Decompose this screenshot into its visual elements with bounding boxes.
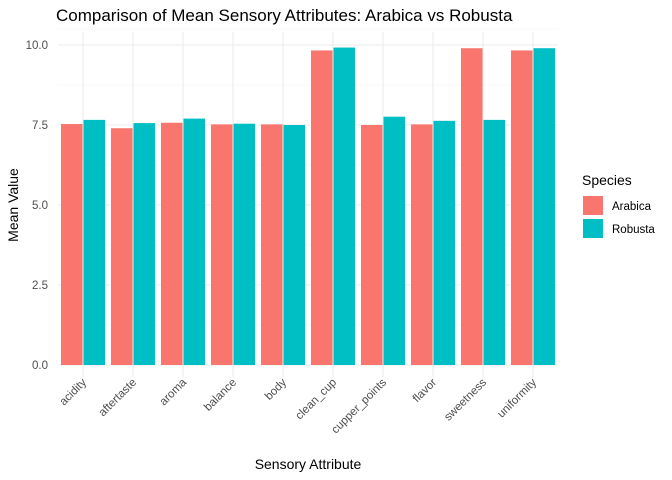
bar-arabica-clean_cup xyxy=(311,50,333,365)
bar-robusta-uniformity xyxy=(533,48,555,365)
bar-arabica-flavor xyxy=(411,124,433,365)
legend-label-robusta: Robusta xyxy=(612,224,655,236)
x-tick-label: uniformity xyxy=(495,376,539,420)
legend-key-arabica xyxy=(583,196,603,215)
bar-arabica-cupper_points xyxy=(361,125,383,365)
bar-arabica-sweetness xyxy=(461,48,483,365)
y-tick-label: 7.5 xyxy=(32,120,48,132)
bar-robusta-body xyxy=(283,125,305,365)
y-tick-label: 10.0 xyxy=(26,40,48,52)
bar-arabica-aroma xyxy=(161,122,183,365)
x-tick-label: body xyxy=(263,376,289,402)
y-tick-label: 5.0 xyxy=(32,200,48,212)
x-tick-label: aroma xyxy=(158,376,190,408)
bar-arabica-body xyxy=(261,124,283,365)
bar-robusta-acidity xyxy=(83,119,105,365)
bar-robusta-cupper_points xyxy=(383,116,405,366)
x-tick-label: flavor xyxy=(411,377,439,405)
x-tick-label: acidity xyxy=(58,376,90,408)
bar-arabica-balance xyxy=(211,124,233,365)
legend-title: Species xyxy=(582,172,632,188)
legend-key-robusta xyxy=(583,219,603,238)
x-tick-label: clean_cup xyxy=(294,377,340,423)
x-tick-labels: acidity aftertaste aroma balance body clean_c… xyxy=(58,376,540,436)
x-axis-title: Sensory Attribute xyxy=(255,456,362,472)
legend-label-arabica: Arabica xyxy=(612,201,652,213)
bar-robusta-aftertaste xyxy=(133,123,155,365)
bar-arabica-aftertaste xyxy=(111,128,133,365)
bar-robusta-balance xyxy=(233,123,255,365)
chart-title: Comparison of Mean Sensory Attributes: A… xyxy=(56,6,513,25)
y-tick-label: 0.0 xyxy=(32,360,48,372)
legend-items: Arabica Robusta xyxy=(583,196,655,238)
bar-layer xyxy=(61,47,555,366)
bar-robusta-aroma xyxy=(183,118,205,365)
legend: Species Arabica Robusta xyxy=(582,172,655,238)
x-tick-label: balance xyxy=(202,377,239,414)
x-tick-label: aftertaste xyxy=(97,377,139,419)
bar-robusta-clean_cup xyxy=(333,47,355,366)
bar-robusta-flavor xyxy=(433,120,455,365)
grid-layer xyxy=(58,28,558,377)
bar-robusta-sweetness xyxy=(483,119,505,365)
bar-arabica-acidity xyxy=(61,124,83,365)
x-tick-label: sweetness xyxy=(442,376,489,423)
y-axis-title: Mean Value xyxy=(5,168,21,242)
y-tick-label: 2.5 xyxy=(32,280,48,292)
bar-arabica-uniformity xyxy=(511,50,533,365)
y-tick-labels: 0.0 2.5 5.0 7.5 10.0 xyxy=(26,40,48,372)
